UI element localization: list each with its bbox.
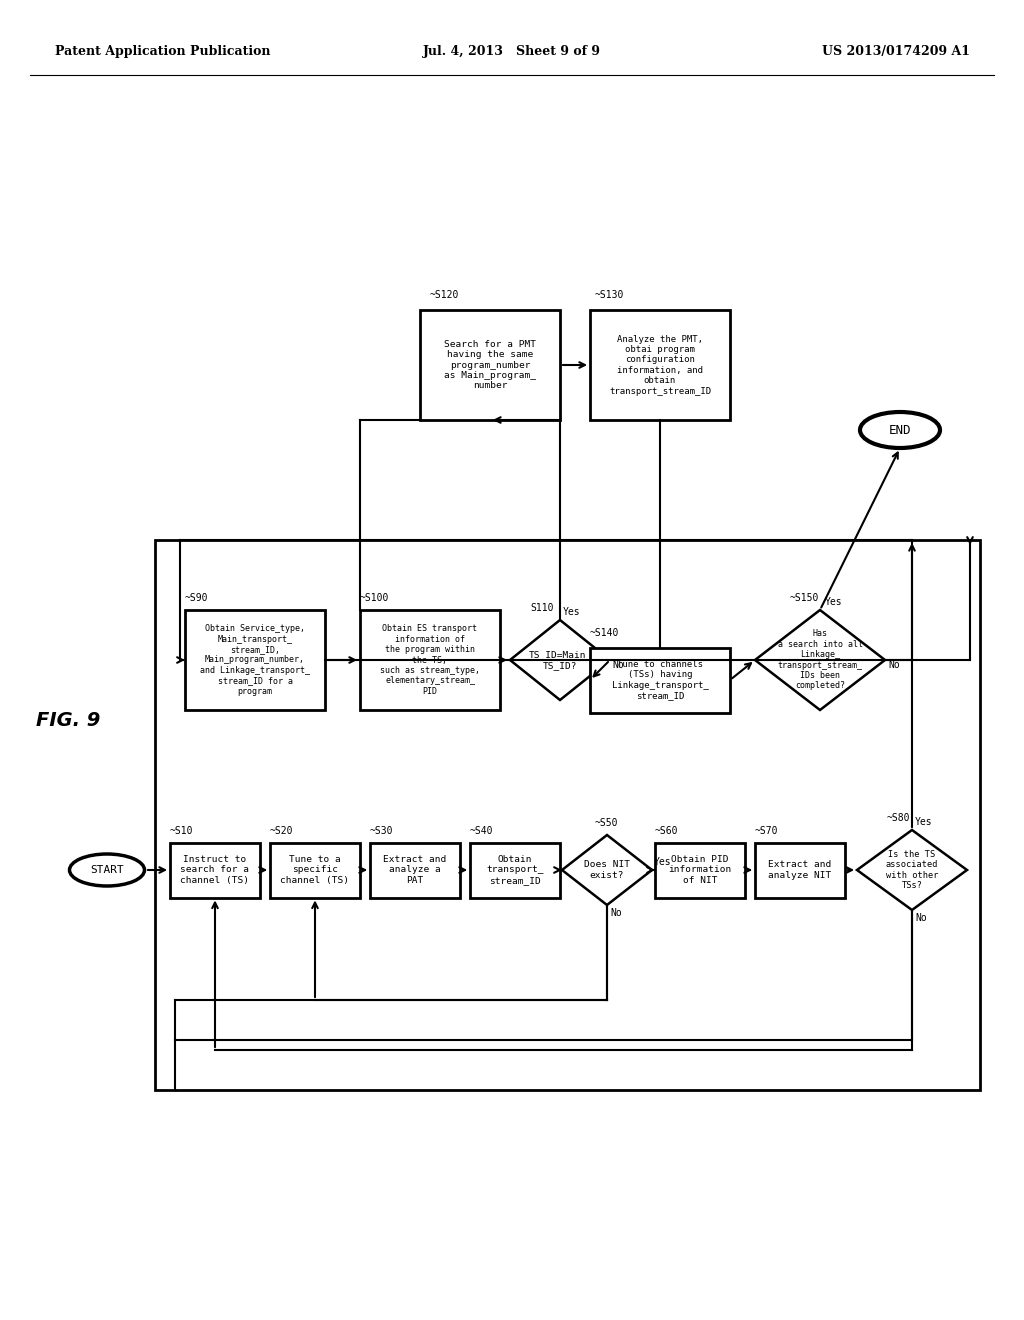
Text: Instruct to
search for a
channel (TS): Instruct to search for a channel (TS) xyxy=(180,855,250,884)
Polygon shape xyxy=(510,620,610,700)
Bar xyxy=(170,842,260,898)
Text: US 2013/0174209 A1: US 2013/0174209 A1 xyxy=(822,45,970,58)
Bar xyxy=(360,610,500,710)
Text: END: END xyxy=(889,424,911,437)
Text: ~S120: ~S120 xyxy=(430,290,460,300)
Bar xyxy=(420,310,560,420)
Bar xyxy=(270,842,360,898)
Text: ~S60: ~S60 xyxy=(655,825,679,836)
Text: No: No xyxy=(612,660,624,671)
Text: START: START xyxy=(90,865,124,875)
Text: No: No xyxy=(915,913,927,923)
Bar xyxy=(590,648,730,713)
Bar xyxy=(370,842,460,898)
Text: ~S90: ~S90 xyxy=(185,593,209,603)
Bar xyxy=(655,842,745,898)
Bar xyxy=(185,610,325,710)
Text: Obtain Service_type,
Main_transport_
stream_ID,
Main_program_number,
and Linkage: Obtain Service_type, Main_transport_ str… xyxy=(200,624,310,696)
Text: Jul. 4, 2013   Sheet 9 of 9: Jul. 4, 2013 Sheet 9 of 9 xyxy=(423,45,601,58)
Text: Extract and
analyze a
PAT: Extract and analyze a PAT xyxy=(383,855,446,884)
Text: ~S40: ~S40 xyxy=(470,825,494,836)
Text: ~S30: ~S30 xyxy=(370,825,393,836)
Bar xyxy=(590,310,730,420)
Text: Yes: Yes xyxy=(563,607,581,616)
Bar xyxy=(755,842,845,898)
Bar xyxy=(155,540,980,1090)
Text: Extract and
analyze NIT: Extract and analyze NIT xyxy=(768,861,831,879)
Text: Tune to a
specific
channel (TS): Tune to a specific channel (TS) xyxy=(281,855,349,884)
Polygon shape xyxy=(857,830,967,909)
Text: No: No xyxy=(888,660,900,671)
Text: S110: S110 xyxy=(530,603,554,612)
Text: ~S100: ~S100 xyxy=(360,593,389,603)
Text: ~S80: ~S80 xyxy=(887,813,910,822)
Text: ~S20: ~S20 xyxy=(270,825,294,836)
Text: Analyze the PMT,
obtai program
configuration
information, and
obtain
transport_s: Analyze the PMT, obtai program configura… xyxy=(609,334,711,396)
Text: ~S70: ~S70 xyxy=(755,825,778,836)
Text: Is the TS
associated
with other
TSs?: Is the TS associated with other TSs? xyxy=(886,850,938,890)
Text: Obtain
transport_
stream_ID: Obtain transport_ stream_ID xyxy=(486,855,544,884)
Text: ~S140: ~S140 xyxy=(590,627,620,638)
Text: Search for a PMT
having the same
program_number
as Main_program_
number: Search for a PMT having the same program… xyxy=(444,339,536,391)
Text: Obtain PID
information
of NIT: Obtain PID information of NIT xyxy=(669,855,731,884)
Text: TS_ID=Main_
TS_ID?: TS_ID=Main_ TS_ID? xyxy=(528,651,592,669)
Text: ~S50: ~S50 xyxy=(595,818,618,828)
Text: No: No xyxy=(610,908,622,917)
Text: FIG. 9: FIG. 9 xyxy=(36,710,100,730)
Text: ~S150: ~S150 xyxy=(790,593,819,603)
Text: ~S10: ~S10 xyxy=(170,825,194,836)
Text: ~S130: ~S130 xyxy=(595,290,625,300)
Polygon shape xyxy=(562,836,652,906)
Ellipse shape xyxy=(860,412,940,447)
Text: Yes: Yes xyxy=(654,857,672,867)
Text: Does NIT
exist?: Does NIT exist? xyxy=(584,861,630,879)
Text: Yes: Yes xyxy=(825,597,843,607)
Text: Patent Application Publication: Patent Application Publication xyxy=(55,45,270,58)
Bar xyxy=(470,842,560,898)
Text: Obtain ES transport
information of
the program within
the TS,
such as stream_typ: Obtain ES transport information of the p… xyxy=(380,624,480,696)
Polygon shape xyxy=(755,610,885,710)
Text: Has
a search into all
Linkage_
transport_stream_
IDs been
completed?: Has a search into all Linkage_ transport… xyxy=(777,630,862,690)
Text: Tune to channels
(TSs) having
Linkage_transport_
stream_ID: Tune to channels (TSs) having Linkage_tr… xyxy=(611,660,709,700)
Ellipse shape xyxy=(70,854,144,886)
Text: Yes: Yes xyxy=(915,817,933,828)
